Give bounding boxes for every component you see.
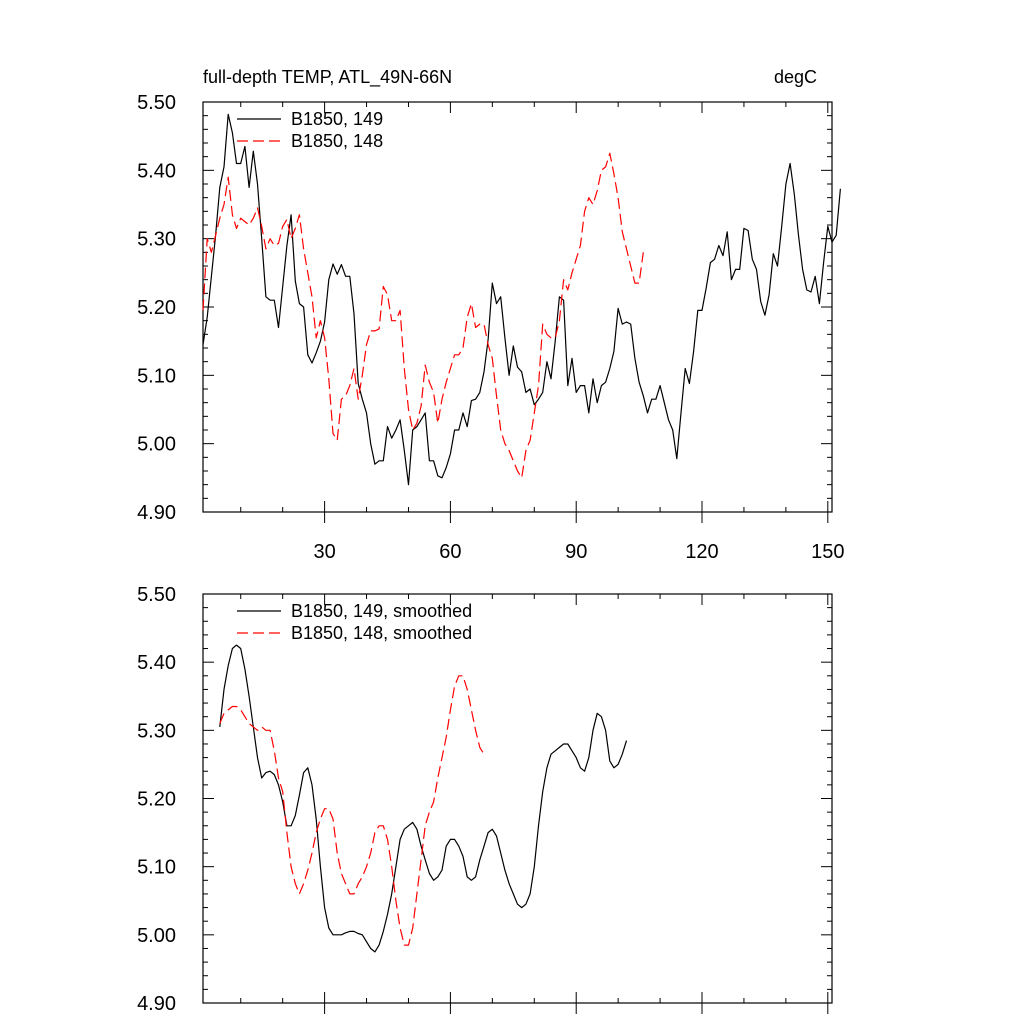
top-ytick-label: 4.90 — [137, 502, 176, 524]
bottom-ytick-label: 5.50 — [137, 584, 176, 606]
top-series-line-0 — [202, 113, 841, 486]
top-xtick-label: 60 — [439, 541, 461, 563]
bottom-ytick-label: 5.10 — [137, 857, 176, 879]
top-chart-units: degC — [774, 67, 817, 87]
top-xtick-label: 150 — [811, 541, 844, 563]
top-legend-label-0: B1850, 149 — [291, 109, 383, 129]
top-series-line-1 — [202, 152, 644, 479]
top-xtick-label: 30 — [313, 541, 335, 563]
top-plot-frame — [202, 101, 833, 513]
bottom-series-line-1 — [219, 675, 485, 946]
bottom-ytick-label: 4.90 — [137, 993, 176, 1015]
top-ytick-label: 5.00 — [137, 434, 176, 456]
top-ytick-label: 5.10 — [137, 365, 176, 387]
bottom-ytick-label: 5.30 — [137, 720, 176, 742]
top-xtick-label: 120 — [685, 541, 718, 563]
bottom-ytick-label: 5.40 — [137, 652, 176, 674]
top-legend-label-1: B1850, 148 — [291, 131, 383, 151]
top-ytick-label: 5.40 — [137, 160, 176, 182]
top-xtick-label: 90 — [565, 541, 587, 563]
top-ytick-label: 5.20 — [137, 297, 176, 319]
top-ytick-label: 5.30 — [137, 229, 176, 251]
bottom-legend-label-0: B1850, 149, smoothed — [291, 601, 472, 621]
bottom-plot-frame — [202, 593, 833, 1004]
top-ytick-label: 5.50 — [137, 92, 176, 114]
bottom-ytick-label: 5.20 — [137, 789, 176, 811]
bottom-ytick-label: 5.00 — [137, 925, 176, 947]
bottom-series-line-0 — [219, 644, 628, 953]
top-chart-title: full-depth TEMP, ATL_49N-66N — [203, 67, 452, 88]
bottom-legend-label-1: B1850, 148, smoothed — [291, 623, 472, 643]
